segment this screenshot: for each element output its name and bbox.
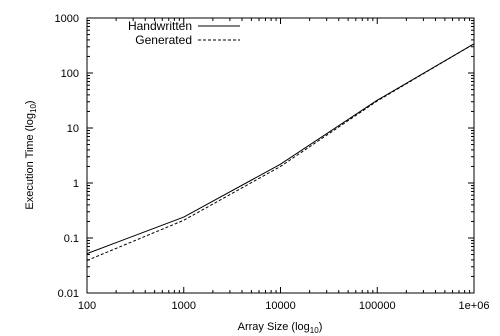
series-line-handwritten — [86, 43, 475, 255]
y-tick-label: 100 — [61, 68, 79, 80]
x-tick-label: 100 — [78, 300, 96, 312]
legend-label-handwritten: Handwritten — [128, 19, 192, 33]
x-tick-label: 1e+06 — [459, 300, 490, 312]
series-lines — [86, 43, 475, 261]
y-axis-title: Execution Time (log10) — [24, 100, 38, 209]
x-tick-label: 100000 — [359, 300, 396, 312]
y-tick-label: 0.1 — [64, 233, 79, 245]
series-line-generated — [86, 43, 475, 261]
x-axis-title: Array Size (log10) — [238, 321, 323, 335]
y-tick-label: 1 — [73, 178, 79, 190]
y-tick-labels: 0.01 0.1 1 10 100 1000 — [55, 13, 79, 300]
tick-marks — [86, 17, 475, 294]
x-tick-label: 1000 — [172, 300, 196, 312]
y-tick-label: 10 — [67, 123, 79, 135]
y-tick-label: 1000 — [55, 13, 79, 25]
x-tick-label: 10000 — [265, 300, 296, 312]
x-tick-labels: 100 1000 10000 100000 1e+06 — [78, 300, 490, 312]
legend: Handwritten Generated — [128, 19, 240, 47]
y-tick-label: 0.01 — [58, 288, 79, 300]
legend-label-generated: Generated — [135, 33, 192, 47]
plot-frame — [86, 17, 475, 294]
